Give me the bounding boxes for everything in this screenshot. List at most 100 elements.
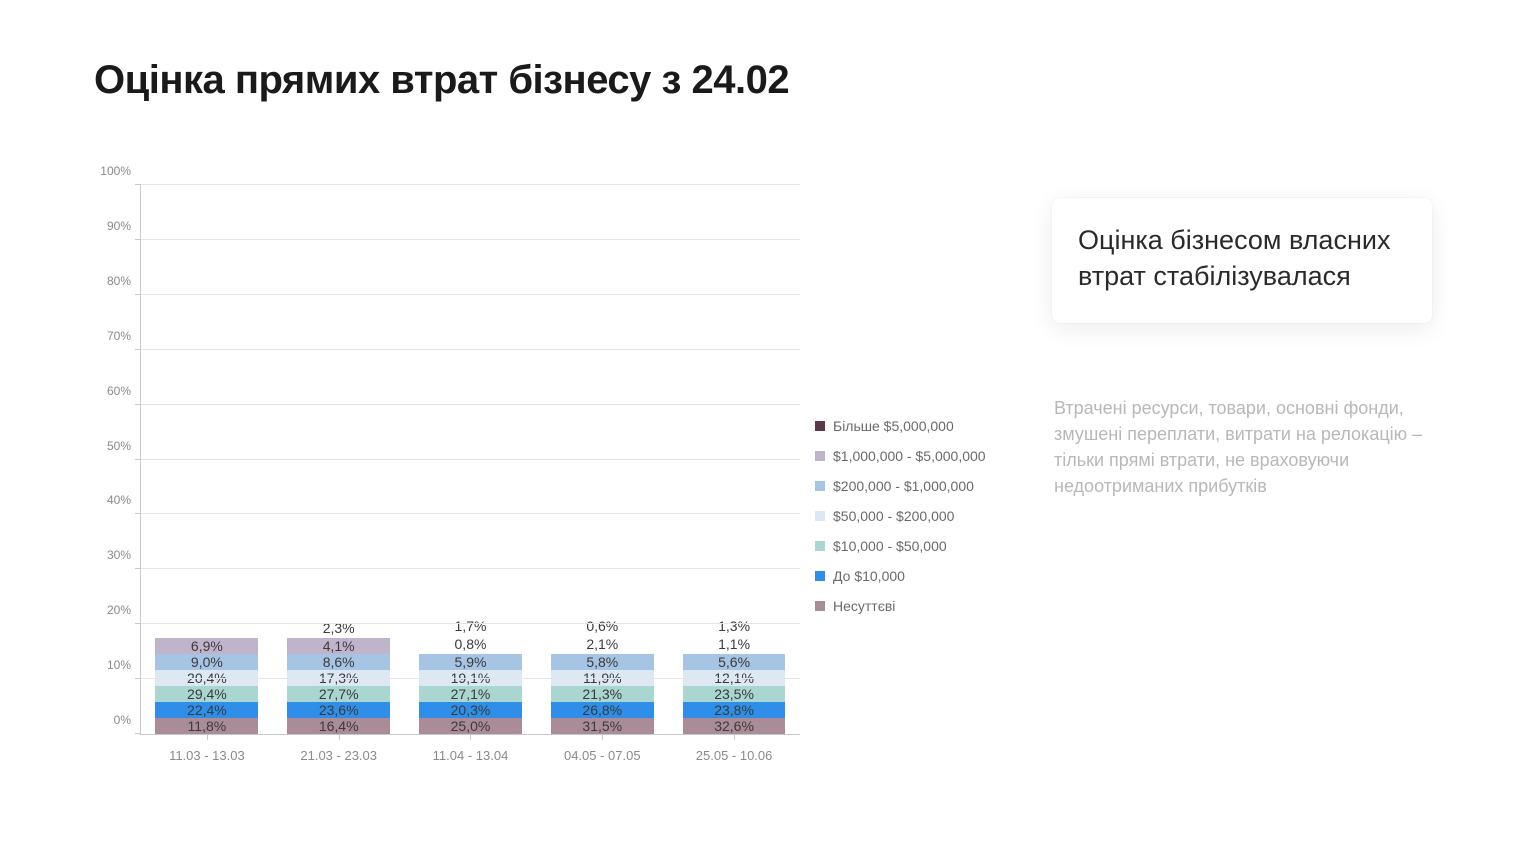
chart-ylabel: 40% [107,493,131,507]
summary-card-text: Оцінка бізнесом власних втрат стабілізув… [1078,222,1406,295]
legend-item: Більше $5,000,000 [815,418,986,434]
legend-swatch [815,541,825,551]
chart-bar-segment: 23,8% [683,702,786,718]
legend-label: Більше $5,000,000 [833,418,954,434]
chart-ytick [135,349,141,350]
chart-segment-label: 6,9% [191,638,223,654]
chart-bar-segment: 29,4% [155,686,258,702]
chart-gridline [141,294,800,295]
chart-gridline [141,459,800,460]
chart-bar-slot: 11,8%22,4%29,4%20,4%9,0%6,9%11.03 - 13.0… [141,185,273,734]
chart-segment-label: 5,8% [586,654,618,670]
legend-swatch [815,421,825,431]
chart-segment-label: 23,8% [714,702,754,718]
chart-gridline [141,239,800,240]
chart-bar-slot: 32,6%23,8%23,5%12,1%5,6%1,3%1,1%25.05 - … [668,185,800,734]
chart-bar-segment: 9,0% [155,654,258,670]
losses-stacked-bar-chart: 11,8%22,4%29,4%20,4%9,0%6,9%11.03 - 13.0… [80,175,800,785]
chart-bar-segment: 26,8% [551,702,654,718]
chart-ylabel: 90% [107,219,131,233]
chart-bar-segment: 6,9% [155,638,258,654]
chart-bar-segment: 23,6% [287,702,390,718]
chart-gridline [141,349,800,350]
chart-overflow-label: 0,6% [586,618,618,634]
chart-segment-label: 27,7% [319,686,359,702]
chart-bar-segment: 8,6% [287,654,390,670]
chart-segment-label: 21,3% [582,686,622,702]
chart-ytick [135,239,141,240]
chart-segment-label: 31,5% [582,718,622,734]
chart-ylabel: 100% [100,164,131,178]
chart-bar-segment: 11,8% [155,718,258,734]
chart-bar: 32,6%23,8%23,5%12,1%5,6%1,3%1,1% [683,654,786,734]
legend-item: $1,000,000 - $5,000,000 [815,448,986,464]
chart-bar-segment: 5,9% [419,654,522,670]
chart-overflow-label: 2,1% [586,636,618,652]
chart-bar-segment: 25,0% [419,718,522,734]
chart-segment-label: 11,8% [188,718,227,734]
chart-segment-label: 20,3% [451,702,491,718]
legend-label: До $10,000 [833,568,905,584]
chart-segment-label: 26,8% [582,702,622,718]
chart-ytick [135,568,141,569]
legend-label: $50,000 - $200,000 [833,508,954,524]
legend-swatch [815,601,825,611]
chart-xlabel: 04.05 - 07.05 [564,748,641,763]
chart-ylabel: 0% [114,713,131,727]
chart-xtick [207,734,208,740]
legend-item: $50,000 - $200,000 [815,508,986,524]
chart-xlabel: 25.05 - 10.06 [696,748,773,763]
chart-ylabel: 10% [107,658,131,672]
legend-label: Несуттєві [833,598,895,614]
legend-swatch [815,451,825,461]
legend-label: $1,000,000 - $5,000,000 [833,448,986,464]
chart-bar-slot: 16,4%23,6%27,7%17,3%8,6%4,1%2,3%21.03 - … [273,185,405,734]
chart-ytick [135,678,141,679]
chart-xlabel: 11.04 - 13.04 [433,748,509,763]
chart-bars-container: 11,8%22,4%29,4%20,4%9,0%6,9%11.03 - 13.0… [141,185,800,734]
chart-xlabel: 21.03 - 23.03 [300,748,377,763]
chart-ytick [135,294,141,295]
chart-segment-label: 8,6% [323,654,355,670]
chart-xtick [734,734,735,740]
chart-ytick [135,623,141,624]
chart-bar-segment: 27,1% [419,686,522,702]
chart-bar-segment: 4,1% [287,638,390,654]
legend-swatch [815,571,825,581]
chart-bar: 11,8%22,4%29,4%20,4%9,0%6,9% [155,638,258,734]
chart-bar-segment: 21,3% [551,686,654,702]
chart-ylabel: 80% [107,274,131,288]
legend-label: $10,000 - $50,000 [833,538,947,554]
chart-bar-slot: 31,5%26,8%21,3%11,9%5,8%0,6%2,1%04.05 - … [536,185,668,734]
chart-segment-label: 32,6% [714,718,754,734]
chart-bar-segment: 5,8% [551,654,654,670]
chart-bar-segment: 20,3% [419,702,522,718]
chart-bar: 31,5%26,8%21,3%11,9%5,8%0,6%2,1% [551,654,654,734]
chart-overflow-label: 1,7% [455,618,487,634]
legend-item: $200,000 - $1,000,000 [815,478,986,494]
chart-xtick [602,734,603,740]
chart-bar: 16,4%23,6%27,7%17,3%8,6%4,1%2,3% [287,638,390,734]
chart-ylabel: 60% [107,384,131,398]
chart-ytick [135,459,141,460]
chart-gridline [141,513,800,514]
chart-xtick [470,734,471,740]
chart-bar-segment: 27,7% [287,686,390,702]
chart-bar-segment: 16,4% [287,718,390,734]
chart-bar-segment: 31,5% [551,718,654,734]
chart-ytick [135,513,141,514]
chart-gridline [141,623,800,624]
chart-xtick [339,734,340,740]
chart-segment-label: 5,9% [455,654,487,670]
chart-bar-slot: 25,0%20,3%27,1%19,1%5,9%1,7%0,8%11.04 - … [405,185,537,734]
chart-bar-segment: 5,6% [683,654,786,670]
legend-swatch [815,481,825,491]
legend-item: До $10,000 [815,568,986,584]
chart-overflow-label: 0,8% [455,636,487,652]
chart-segment-label: 23,6% [319,702,359,718]
chart-segment-label: 16,4% [319,718,359,734]
chart-ytick [135,404,141,405]
chart-ylabel: 70% [107,329,131,343]
summary-caption: Втрачені ресурси, товари, основні фонди,… [1054,395,1430,499]
page-title: Оцінка прямих втрат бізнесу з 24.02 [94,58,789,103]
